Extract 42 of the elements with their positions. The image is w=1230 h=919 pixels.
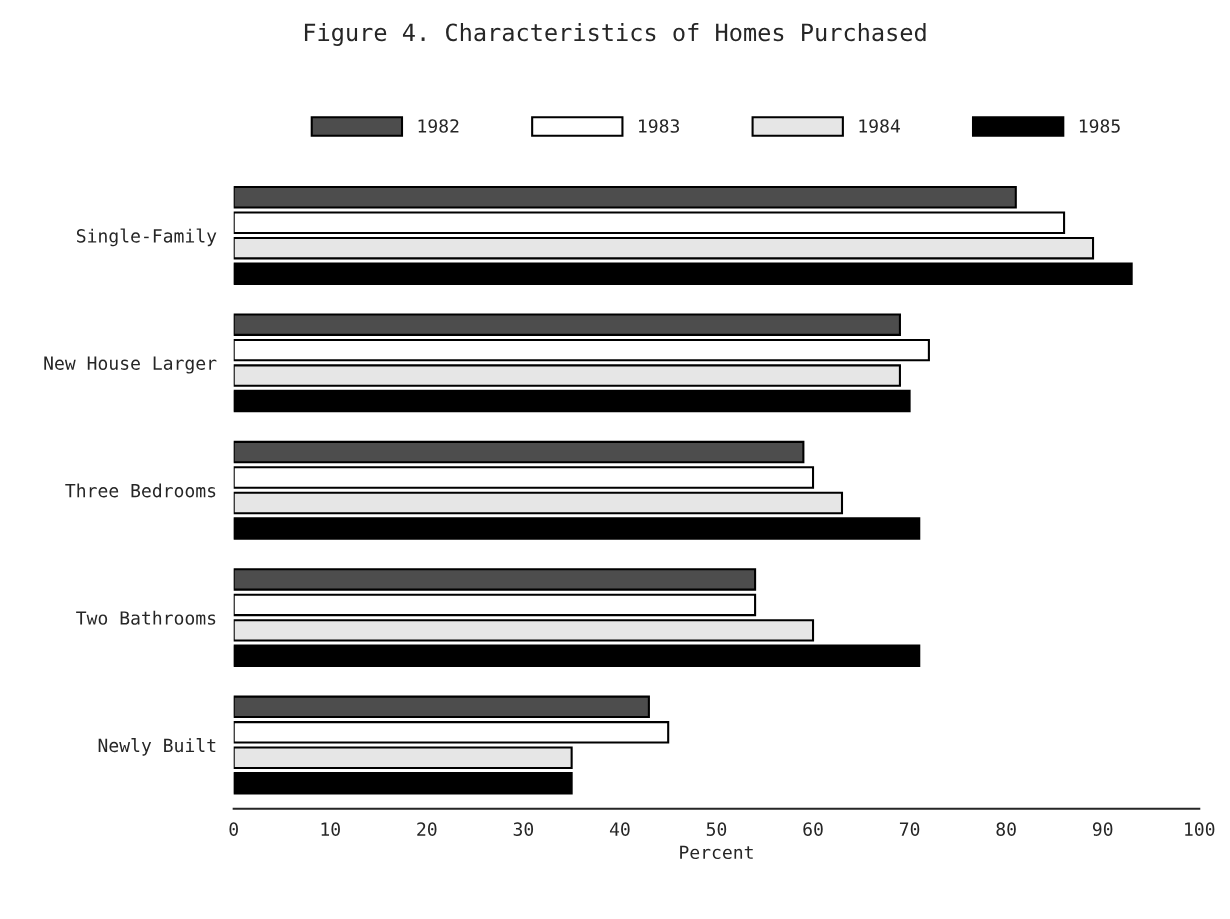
bar [233,517,921,540]
x-tick-label: 40 [609,822,630,836]
bar [233,593,757,617]
bar [233,568,757,591]
legend-label: 1982 [418,119,459,133]
y-tick-label: Single-Family [76,228,217,247]
x-tick-label: 30 [513,822,534,836]
x-tick-label: 100 [1185,822,1215,836]
bar [233,644,921,668]
bar [233,746,573,769]
x-tick-label: 10 [321,822,340,836]
x-tick-label: 70 [899,822,920,836]
bar [233,491,844,515]
x-tick-label: 60 [803,822,823,836]
bar [233,440,805,464]
bar [233,364,901,387]
bar [233,211,1066,234]
bar [233,262,1133,285]
bar [233,313,901,336]
x-axis-title: Percent [680,845,753,860]
bar [233,389,911,413]
legend-label: 1985 [1079,119,1120,133]
bar [233,186,1017,209]
bar [233,619,815,642]
bar [233,772,573,795]
y-tick-label: Three Bedrooms [65,483,216,498]
chart-title: Figure 4. Characteristics of Homes Purchased [304,22,926,46]
bar [233,236,1095,260]
bar [233,338,930,362]
legend-label: 1983 [639,119,680,133]
y-tick-label: Newly Built [98,738,216,756]
x-tick-label: 0 [229,822,238,836]
bar [233,721,670,744]
x-tick-label: 80 [996,822,1016,836]
x-tick-label: 20 [417,822,437,836]
y-tick-label: New House Larger [44,356,217,374]
x-tick-label: 90 [1092,822,1113,836]
legend-label: 1984 [859,119,900,133]
y-tick-label: Two Bathrooms [76,610,216,625]
bar [233,466,815,489]
bar [233,695,650,719]
x-tick-label: 50 [706,822,727,836]
